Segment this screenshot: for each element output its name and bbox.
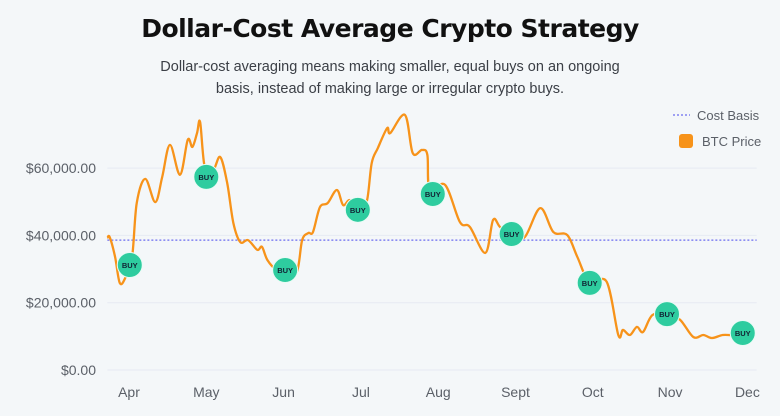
legend-cost-basis-label: Cost Basis xyxy=(697,108,760,123)
x-tick-label: May xyxy=(193,384,219,400)
buy-marker-label: BUY xyxy=(277,266,293,275)
buy-marker xyxy=(344,196,371,223)
legend-btc-price-swatch xyxy=(679,134,693,148)
buy-marker-label: BUY xyxy=(582,279,598,288)
buy-marker xyxy=(576,269,603,296)
buy-marker-label: BUY xyxy=(425,190,441,199)
buy-marker-label: BUY xyxy=(659,310,675,319)
x-tick-label: Aug xyxy=(426,384,451,400)
buy-marker xyxy=(419,181,446,208)
y-tick-label: $60,000.00 xyxy=(26,160,96,176)
legend-btc-price-label: BTC Price xyxy=(702,134,761,149)
buy-marker xyxy=(498,221,525,248)
btc-price-line xyxy=(106,113,744,340)
buy-marker xyxy=(729,319,756,346)
chart-title: Dollar-Cost Average Crypto Strategy xyxy=(141,14,639,43)
x-tick-label: Jun xyxy=(272,384,295,400)
buy-marker xyxy=(193,163,220,190)
x-tick-label: Sept xyxy=(501,384,530,400)
buy-marker xyxy=(116,252,143,279)
buy-marker-label: BUY xyxy=(122,261,138,270)
buy-marker xyxy=(654,301,681,328)
buy-marker-label: BUY xyxy=(350,206,366,215)
x-tick-label: Apr xyxy=(118,384,140,400)
x-tick-label: Dec xyxy=(735,384,760,400)
buy-marker-label: BUY xyxy=(735,329,751,338)
chart-subtitle: Dollar-cost averaging means making small… xyxy=(160,59,620,97)
y-tick-label: $0.00 xyxy=(61,362,96,378)
buy-marker xyxy=(272,257,299,284)
x-tick-label: Nov xyxy=(658,384,683,400)
buy-marker-label: BUY xyxy=(198,173,214,182)
y-tick-label: $40,000.00 xyxy=(26,227,96,243)
y-tick-label: $20,000.00 xyxy=(26,295,96,311)
x-tick-label: Oct xyxy=(582,384,604,400)
x-tick-label: Jul xyxy=(352,384,370,400)
buy-marker-label: BUY xyxy=(504,230,520,239)
